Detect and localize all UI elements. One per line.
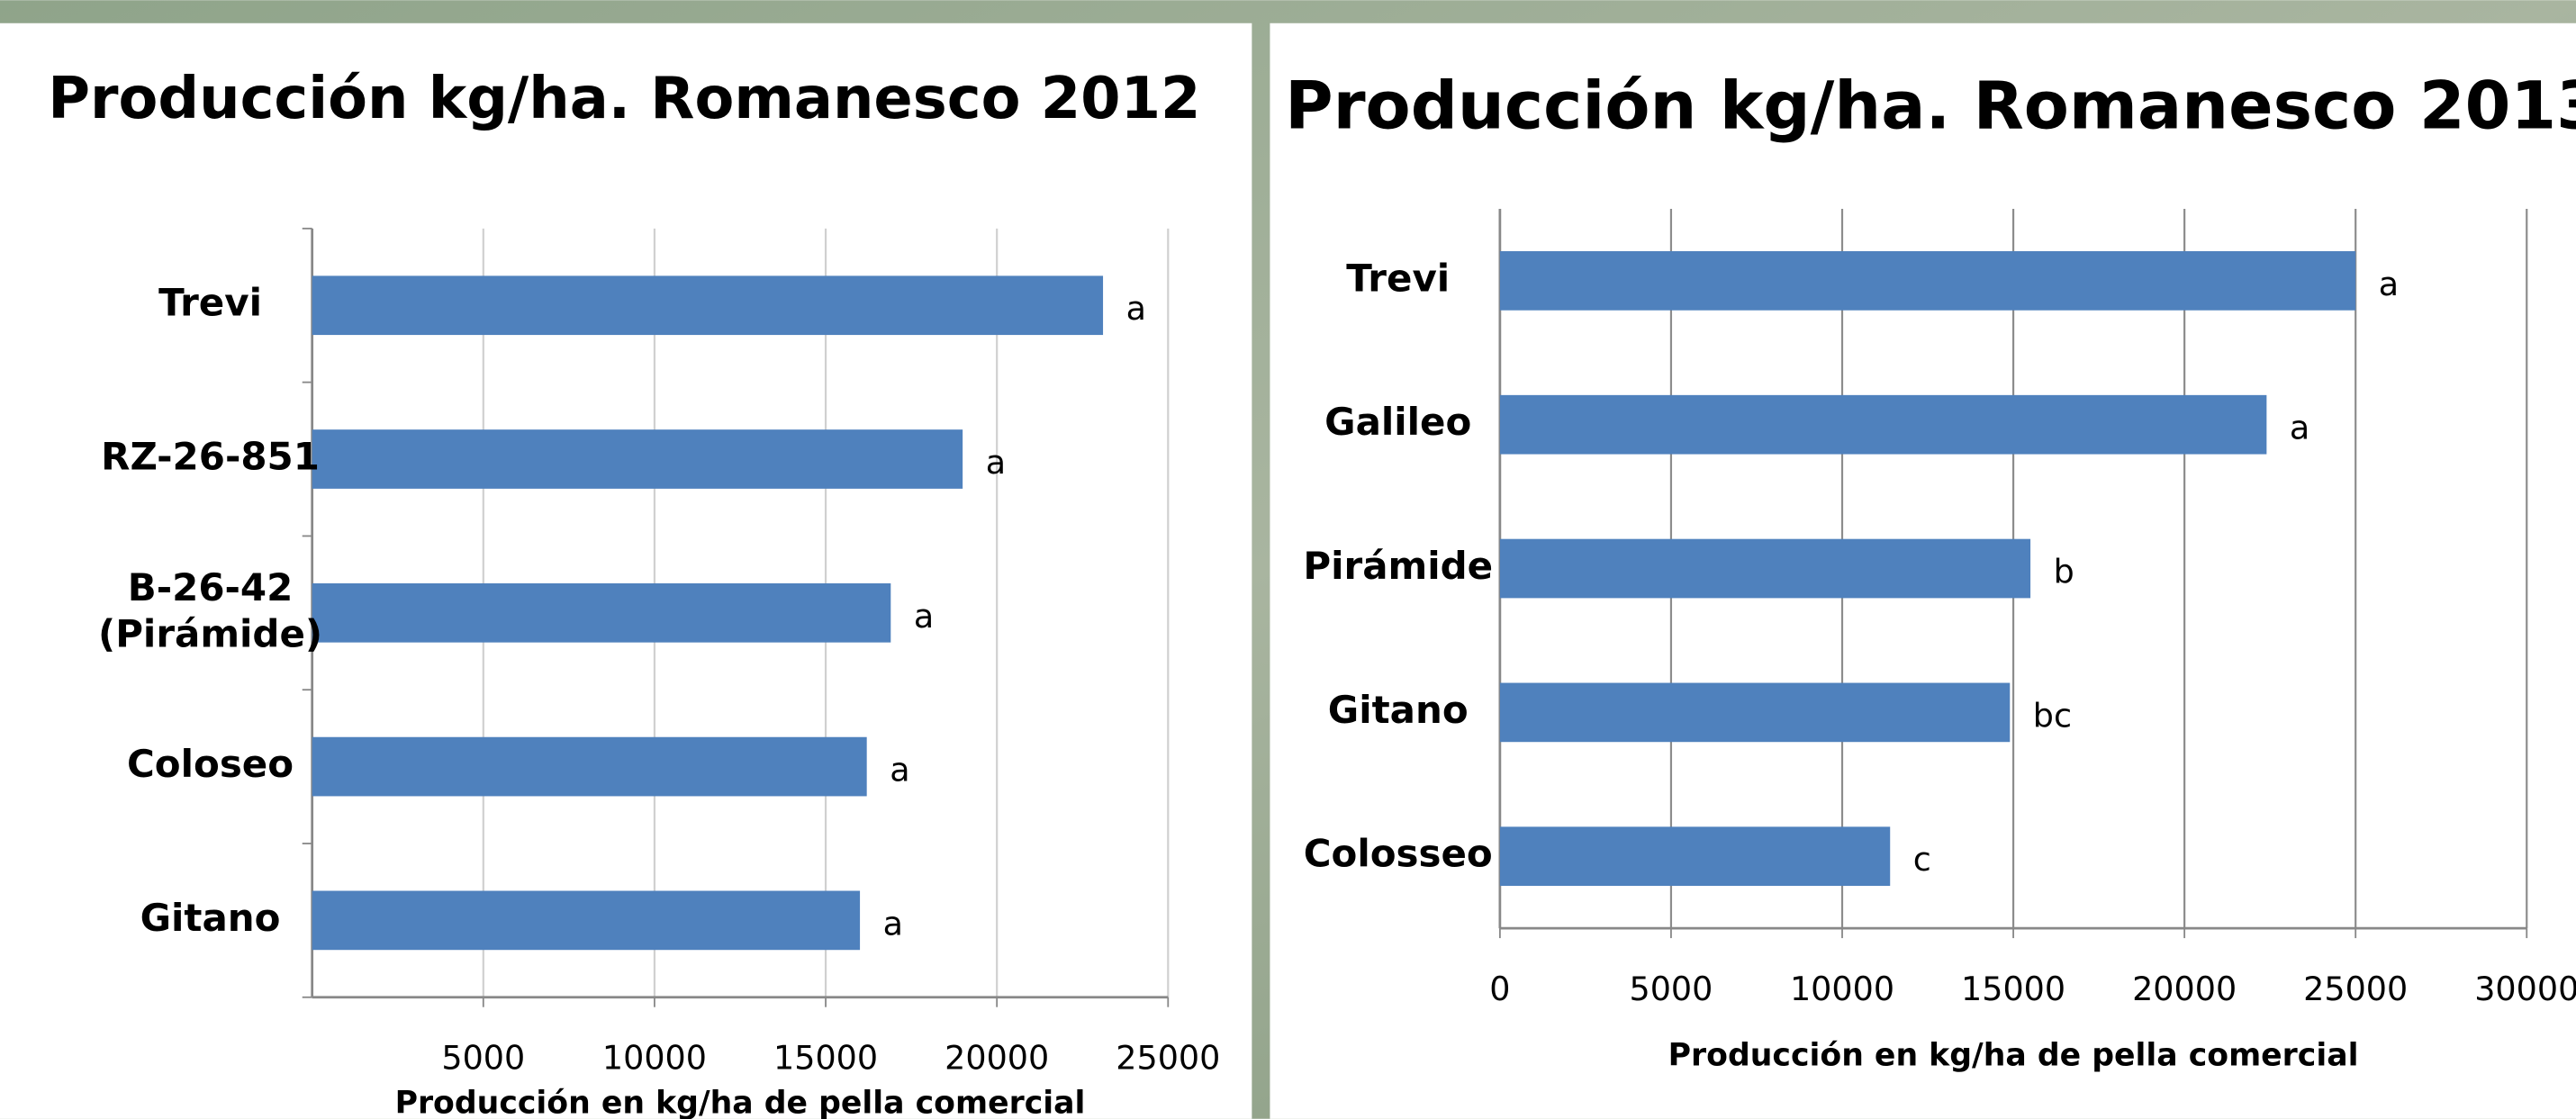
category-label: Colosseo bbox=[1304, 832, 1493, 876]
bar-label: c bbox=[1913, 840, 1931, 879]
x-tick-label: 20000 bbox=[945, 1039, 1049, 1078]
bar bbox=[1499, 394, 2267, 455]
bar bbox=[1499, 251, 2356, 311]
bar-label: a bbox=[2290, 409, 2309, 447]
category-label: RZ-26-851 bbox=[101, 435, 320, 479]
x-tick-label: 15000 bbox=[773, 1039, 878, 1078]
category-label: Galileo bbox=[1324, 400, 1471, 444]
bar-label: b bbox=[2054, 553, 2074, 591]
x-tick-label: 10000 bbox=[1790, 970, 1894, 1008]
bar-label: bc bbox=[2033, 696, 2072, 735]
bar-label: a bbox=[1126, 289, 1146, 328]
x-axis-label: Producción en kg/ha de pella comercial bbox=[395, 1085, 1086, 1119]
x-tick-label: 25000 bbox=[1116, 1039, 1220, 1078]
x-tick-label: 5000 bbox=[1630, 970, 1713, 1008]
category-label: B-26-42 (Pirámide) bbox=[98, 565, 322, 655]
x-tick-label: 30000 bbox=[2474, 970, 2576, 1008]
x-tick-label: 0 bbox=[1489, 970, 1510, 1008]
category-label: Gitano bbox=[1328, 688, 1469, 732]
bar-label: a bbox=[890, 751, 909, 790]
bar bbox=[312, 890, 861, 951]
x-axis-label: Producción en kg/ha de pella comercial bbox=[1668, 1037, 2359, 1073]
bar bbox=[1499, 538, 2031, 599]
bar bbox=[312, 582, 891, 643]
bar bbox=[312, 275, 1104, 336]
x-tick-label: 10000 bbox=[602, 1039, 707, 1078]
category-label: Gitano bbox=[140, 896, 281, 940]
x-tick-label: 20000 bbox=[2132, 970, 2237, 1008]
chart-title: Producción kg/ha. Romanesco 2012 bbox=[48, 66, 1200, 132]
bar-label: a bbox=[2379, 265, 2399, 303]
bar-label: a bbox=[986, 443, 1006, 482]
bar bbox=[1499, 826, 1891, 887]
bar-label: a bbox=[883, 904, 903, 943]
chart-title: Producción kg/ha. Romanesco 2013 bbox=[1285, 68, 2576, 144]
category-label: Trevi bbox=[1346, 256, 1450, 300]
category-label: Coloseo bbox=[127, 742, 294, 786]
category-label: Trevi bbox=[158, 281, 262, 325]
bar-label: a bbox=[914, 597, 934, 636]
bar bbox=[312, 429, 963, 489]
category-label: Pirámide bbox=[1303, 544, 1493, 588]
bar bbox=[312, 736, 867, 797]
x-tick-label: 5000 bbox=[441, 1039, 525, 1078]
x-tick-label: 15000 bbox=[1961, 970, 2065, 1008]
x-tick-label: 25000 bbox=[2303, 970, 2408, 1008]
bar bbox=[1499, 682, 2011, 743]
